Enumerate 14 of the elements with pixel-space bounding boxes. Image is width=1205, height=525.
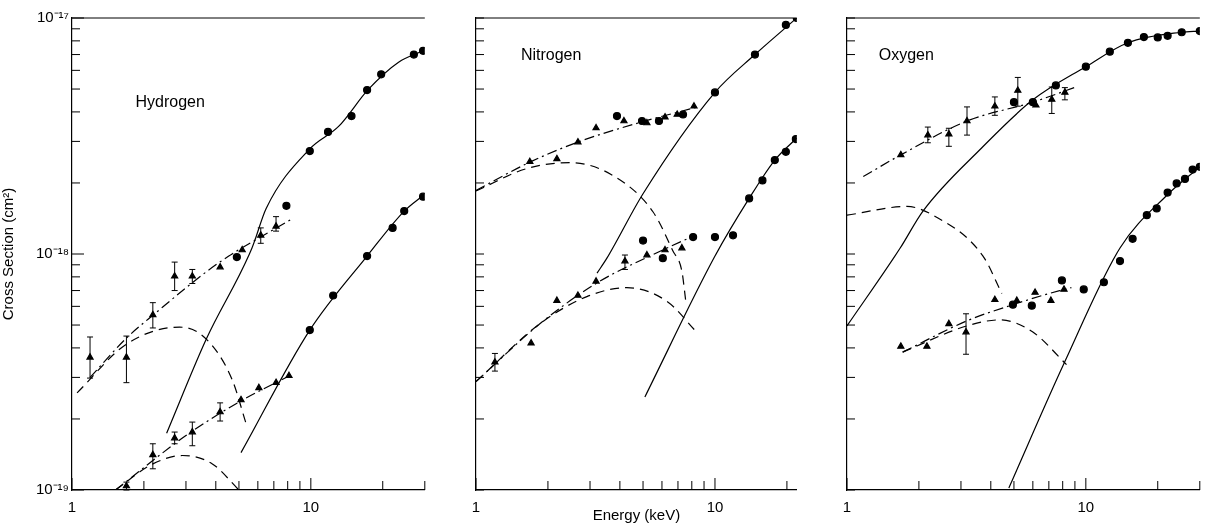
x-tick-label: 10 — [302, 497, 320, 515]
x-tick-label: 1 — [842, 497, 852, 515]
x-tick-label: 1 — [67, 497, 77, 515]
y-tick-label: 10⁻¹⁹ — [35, 480, 69, 498]
annotation: Nitrogen — [520, 46, 582, 64]
x-tick-label: 1 — [471, 497, 481, 515]
x-tick-label: 10 — [706, 497, 724, 515]
x-axis-title: Energy (keV) — [592, 506, 681, 524]
y-tick-label: 10⁻¹⁸ — [35, 244, 69, 262]
x-tick-label: 10 — [1077, 497, 1095, 515]
annotation: Hydrogen — [135, 93, 205, 111]
y-tick-label: 10⁻¹⁷ — [36, 8, 69, 26]
y-axis-title: Cross Section (cm²) — [0, 187, 17, 321]
annotation: Oxygen — [878, 46, 934, 64]
